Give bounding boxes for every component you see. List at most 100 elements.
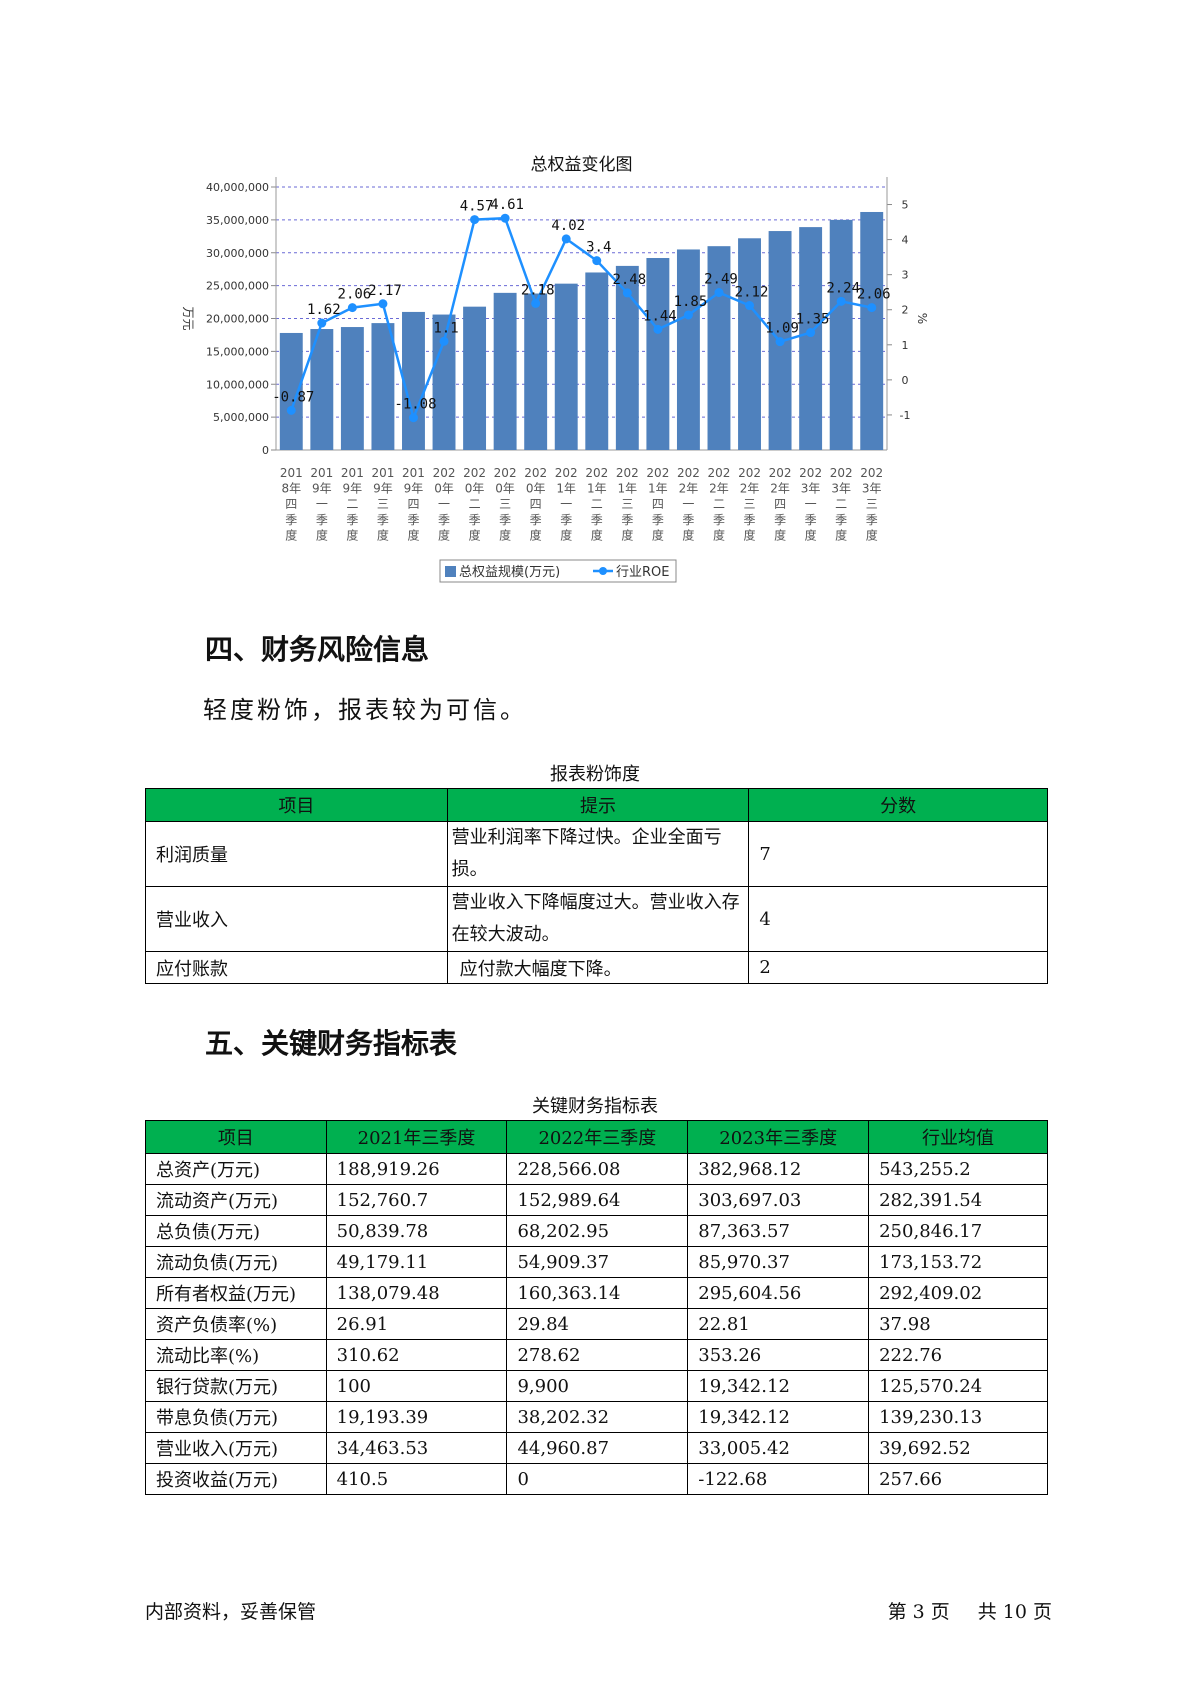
kpi-value: 54,909.37	[506, 1246, 689, 1278]
chart-title: 总权益变化图	[531, 155, 633, 175]
kpi-table: 项目 2021年三季度 2022年三季度 2023年三季度 行业均值 总资产(万…	[145, 1120, 1048, 1495]
x-tick-label: 202	[738, 466, 761, 480]
kpi-value: 39,692.52	[868, 1432, 1048, 1464]
roe-data-label: 1.1	[433, 320, 458, 336]
x-tick-label: 201	[371, 466, 394, 480]
x-tick-label: 四	[407, 497, 419, 511]
x-tick-label: 0年	[465, 482, 485, 496]
footer-total-unit: 页	[1032, 1601, 1052, 1623]
kpi-value: 543,255.2	[868, 1153, 1048, 1185]
table-row: 利润质量 营业利润率下降过快。企业全面亏损。 7	[145, 821, 1048, 887]
roe-point	[439, 336, 449, 346]
x-tick-label: 度	[316, 527, 328, 542]
y-left-tick-label: 5,000,000	[213, 411, 269, 424]
bar	[493, 292, 517, 450]
roe-point	[592, 256, 602, 266]
x-tick-label: 度	[866, 527, 878, 542]
roe-point	[408, 413, 418, 423]
kpi-table-header: 项目 2021年三季度 2022年三季度 2023年三季度 行业均值	[145, 1120, 1048, 1154]
x-tick-label: 季	[530, 513, 542, 527]
y-left-tick-label: 20,000,000	[206, 313, 269, 326]
risk-item: 应付账款	[145, 951, 448, 984]
x-tick-label: 季	[713, 513, 725, 527]
bar	[463, 306, 487, 450]
kpi-value: 152,760.7	[325, 1184, 508, 1216]
x-tick-label: 202	[830, 466, 853, 480]
roe-point	[317, 318, 327, 328]
roe-data-label: 1.44	[643, 308, 677, 324]
roe-data-label: 1.62	[307, 302, 341, 318]
x-tick-label: 四	[774, 497, 786, 511]
roe-data-label: 2.12	[735, 285, 769, 301]
equity-chart: 总权益变化图 0 5,000,000 10,000,000 15,000,000 20,0…	[170, 140, 970, 610]
kpi-value: 160,363.14	[506, 1277, 689, 1309]
y-left-tick-label: 10,000,000	[206, 378, 269, 391]
x-tick-label: 度	[652, 527, 664, 542]
y-left-tick-label: 35,000,000	[206, 214, 269, 227]
x-tick-label: 2年	[679, 482, 699, 496]
bar	[279, 332, 303, 450]
bar	[738, 238, 761, 450]
roe-data-label: 4.57	[460, 199, 494, 215]
kpi-item: 流动资产(万元)	[145, 1184, 327, 1216]
x-tick-label: 202	[524, 466, 547, 480]
x-tick-label: 度	[285, 527, 297, 542]
kpi-header-2021: 2021年三季度	[325, 1120, 508, 1154]
x-tick-label: 度	[835, 527, 847, 542]
y-left-tick-label: 40,000,000	[206, 181, 269, 194]
y-left-tick-label: 30,000,000	[206, 247, 269, 260]
kpi-item: 总负债(万元)	[145, 1215, 327, 1247]
roe-point	[378, 299, 388, 309]
x-tick-label: 202	[433, 466, 456, 480]
roe-point	[745, 301, 755, 311]
x-tick-label: 1年	[556, 482, 576, 496]
table-row: 银行贷款(万元) 100 9,900 19,342.12 125,570.24	[145, 1370, 1048, 1402]
x-tick-label: 度	[438, 527, 450, 542]
kpi-value: 50,839.78	[325, 1215, 508, 1247]
footer-page-prefix: 第	[887, 1601, 907, 1623]
roe-data-label: 2.06	[857, 287, 891, 303]
x-tick-label: 二	[591, 497, 603, 511]
risk-header-hint: 提示	[446, 788, 750, 822]
legend-swatch-bar	[445, 566, 456, 577]
x-tick-label: 二	[713, 497, 725, 511]
roe-point	[347, 303, 357, 313]
x-tick-label: 度	[805, 527, 817, 542]
kpi-value: 44,960.87	[506, 1432, 689, 1464]
bar	[676, 249, 700, 450]
roe-point	[286, 405, 296, 415]
table-row: 营业收入 营业收入下降幅度过大。营业收入存在较大波动。 4	[145, 886, 1048, 952]
x-tick-label: 度	[682, 527, 694, 542]
x-tick-label: 201	[310, 466, 333, 480]
x-tick-label: 季	[621, 513, 633, 527]
x-tick-label: 季	[774, 513, 786, 527]
kpi-value: 353.26	[687, 1339, 870, 1371]
legend-swatch-point	[599, 567, 607, 575]
x-tick-label: 季	[591, 513, 603, 527]
x-tick-label: 季	[652, 513, 664, 527]
roe-point	[714, 288, 724, 298]
x-tick-label: 201	[280, 466, 303, 480]
x-tick-label: 一	[316, 497, 328, 511]
y-right-axis-title: %	[915, 313, 929, 324]
x-tick-label: 2年	[709, 482, 729, 496]
table-row: 投资收益(万元) 410.5 0 -122.68 257.66	[145, 1463, 1048, 1495]
x-tick-label: 202	[769, 466, 792, 480]
bar	[340, 327, 364, 450]
roe-data-label: 2.49	[704, 272, 738, 288]
risk-table: 项目 提示 分数 利润质量 营业利润率下降过快。企业全面亏损。 7 营业收入 营…	[145, 788, 1048, 984]
x-tick-label: 2年	[740, 482, 760, 496]
kpi-value: 68,202.95	[506, 1215, 689, 1247]
roe-point	[683, 310, 693, 320]
x-tick-label: 1年	[618, 482, 638, 496]
x-tick-label: 9年	[404, 482, 424, 496]
x-tick-label: 度	[346, 527, 358, 542]
kpi-value: 33,005.42	[687, 1432, 870, 1464]
kpi-value: 257.66	[868, 1463, 1048, 1495]
roe-point	[867, 303, 877, 313]
x-tick-label: 三	[499, 497, 511, 511]
bar	[432, 314, 456, 450]
table-row: 流动资产(万元) 152,760.7 152,989.64 303,697.03 282…	[145, 1184, 1048, 1216]
risk-score: 4	[748, 886, 1048, 952]
